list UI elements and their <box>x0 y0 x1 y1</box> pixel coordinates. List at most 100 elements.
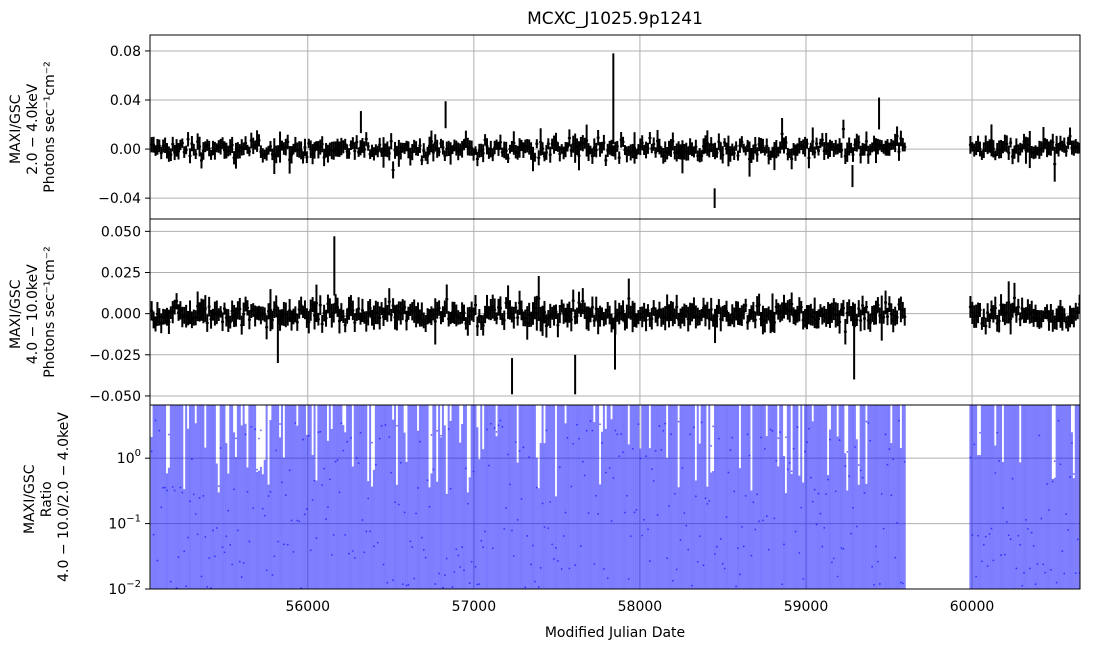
ylabel-top-line3: Photons sec⁻¹cm⁻² <box>42 61 58 193</box>
ratio-point <box>698 535 701 538</box>
ratio-point <box>815 523 818 526</box>
ratio-point <box>704 497 707 500</box>
ratio-point <box>1021 584 1024 587</box>
ratio-point <box>357 462 360 464</box>
ratio-point <box>407 583 410 586</box>
ratio-point <box>478 583 481 586</box>
x-tick-label: 56000 <box>285 599 330 615</box>
frame-bottom <box>149 404 1081 590</box>
ratio-point <box>461 546 463 548</box>
ratio-point <box>608 466 611 469</box>
ratio-point <box>233 488 235 491</box>
ratio-point <box>568 567 571 570</box>
ratio-point <box>162 486 165 489</box>
ratio-point <box>664 422 667 425</box>
ratio-point <box>790 470 793 473</box>
ratio-point <box>191 458 193 461</box>
ratio-point <box>821 545 824 548</box>
ratio-point <box>809 476 812 479</box>
ratio-point <box>189 500 191 503</box>
ratio-point <box>453 570 456 573</box>
ratio-point <box>516 519 519 521</box>
ratio-point <box>512 554 515 557</box>
ratio-point <box>836 575 839 578</box>
ratio-point <box>488 464 490 467</box>
ratio-point <box>645 455 647 458</box>
ratio-point <box>428 505 431 508</box>
ratio-point <box>474 565 477 568</box>
ratio-point <box>304 513 306 516</box>
ratio-point <box>601 442 603 444</box>
ratio-point <box>986 565 989 568</box>
ratio-point <box>572 442 575 445</box>
ratio-point <box>200 575 203 578</box>
yticks-middle: 0.050 0.025 0.000 −0.025 −0.050 <box>89 224 150 405</box>
ratio-point <box>417 487 419 489</box>
ratio-point <box>823 526 826 529</box>
ratio-point <box>528 456 531 459</box>
ratio-point <box>240 576 243 578</box>
ratio-point <box>256 468 258 471</box>
ratio-point <box>842 548 845 550</box>
ratio-point <box>1003 553 1006 556</box>
ratio-point <box>647 528 649 531</box>
ratio-point <box>183 550 186 553</box>
ratio-point <box>181 491 184 494</box>
ratio-point <box>225 535 228 538</box>
ratio-point <box>338 491 341 494</box>
ratio-point <box>388 436 391 439</box>
ratio-point <box>539 566 542 569</box>
ratio-point <box>604 471 607 474</box>
ratio-point <box>899 581 902 584</box>
ratio-point <box>777 437 780 440</box>
ratio-point <box>359 431 362 434</box>
ratio-point <box>1061 550 1064 553</box>
ratio-point <box>696 560 699 563</box>
ratio-point <box>413 577 416 580</box>
ratio-point <box>786 468 789 471</box>
ratio-point <box>514 441 517 444</box>
ratio-point <box>675 568 678 571</box>
ratio-point <box>380 424 383 427</box>
ratio-point <box>556 560 559 562</box>
grid-top <box>150 35 1080 219</box>
ratio-point <box>612 477 615 479</box>
ratio-point <box>480 539 483 542</box>
ratio-point <box>878 583 881 585</box>
ratio-point <box>390 471 393 474</box>
ratio-point <box>1019 543 1022 546</box>
ratio-point <box>694 495 697 498</box>
ratio-point <box>714 552 716 555</box>
ratio-point <box>535 486 538 489</box>
ylabel-top: MAXI/GSC 2.0 − 4.0keV Photons sec⁻¹cm⁻² <box>8 61 58 193</box>
ratio-point <box>827 478 829 481</box>
ratio-point <box>867 422 870 424</box>
ratio-point <box>798 551 801 554</box>
ratio-point <box>158 429 161 432</box>
ratio-point <box>259 429 262 432</box>
panel-middle: 0.050 0.025 0.000 −0.025 −0.050 MAXI/GSC 4.0… <box>8 218 1081 406</box>
ylabel-bottom-line1: MAXI/GSC <box>22 464 38 534</box>
ratio-point <box>637 423 640 426</box>
y-tick-label: 0.00 <box>110 142 141 158</box>
ratio-point <box>173 489 176 492</box>
ratio-point <box>765 515 768 517</box>
ratio-point <box>302 438 304 441</box>
ratio-point <box>614 429 617 432</box>
ratio-point <box>386 581 389 584</box>
ratio-point <box>507 453 509 456</box>
ratio-point <box>616 433 619 436</box>
ratio-point <box>327 506 329 508</box>
ratio-point <box>476 583 479 586</box>
ratio-point <box>882 527 885 530</box>
chart-title: MCXC_J1025.9p1241 <box>527 9 703 29</box>
ratio-point <box>984 535 987 538</box>
ratio-point <box>321 484 324 486</box>
ratio-point <box>328 478 331 481</box>
ratio-point <box>171 485 174 488</box>
ratio-point <box>373 545 375 548</box>
ratio-point <box>315 537 318 540</box>
ratio-point <box>668 505 670 507</box>
ratio-point <box>235 437 237 440</box>
ratio-point <box>721 562 724 565</box>
